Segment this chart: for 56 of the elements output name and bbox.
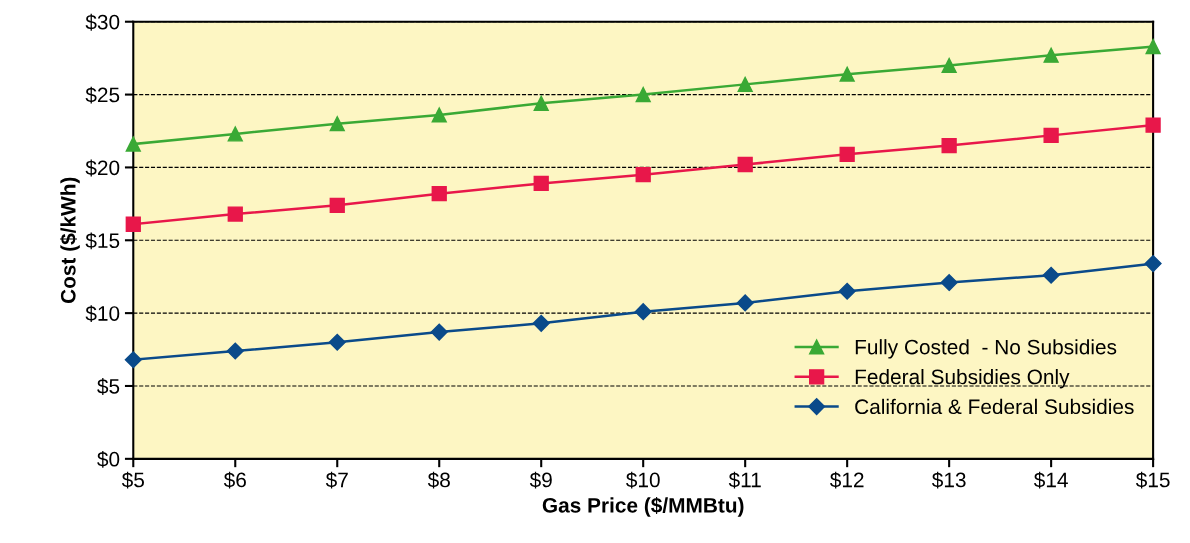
- point: [533, 175, 549, 192]
- point: [125, 136, 141, 152]
- point: [227, 206, 243, 222]
- x-tick-label: $9: [529, 471, 552, 489]
- point: [329, 116, 345, 132]
- y-tick-label: $30: [85, 13, 120, 31]
- point: [940, 273, 958, 292]
- point: [328, 333, 346, 351]
- point: [125, 216, 141, 232]
- point: [226, 342, 244, 360]
- point: [1043, 47, 1059, 63]
- y-tick-label: $5: [97, 378, 120, 395]
- x-tick-label: $10: [626, 471, 660, 489]
- point: [737, 156, 753, 173]
- x-tick-label: $14: [1033, 471, 1068, 489]
- x-tick-label: $6: [223, 471, 246, 489]
- point: [533, 95, 549, 111]
- point: [329, 197, 345, 213]
- y-tick-label: $20: [85, 159, 120, 177]
- y-axis-title: Cost ($/kWh): [59, 177, 80, 304]
- x-tick-label: $11: [728, 471, 761, 489]
- point: [736, 294, 754, 312]
- x-axis-title: Gas Price ($/MMBtu): [542, 497, 744, 517]
- point: [1144, 255, 1162, 273]
- y-tick-label: $15: [85, 232, 120, 250]
- x-tick-label: $15: [1135, 471, 1170, 489]
- point: [431, 186, 447, 202]
- point: [737, 76, 753, 93]
- point: [941, 137, 957, 154]
- x-tick-label: $12: [830, 471, 864, 489]
- point: [1145, 38, 1161, 55]
- point: [635, 167, 651, 183]
- x-tick-label: $5: [121, 471, 144, 489]
- y-tick-label: $25: [85, 86, 120, 104]
- point: [1043, 127, 1059, 144]
- x-tick-label: $8: [427, 471, 450, 489]
- point: [839, 66, 855, 82]
- point: [1042, 266, 1060, 284]
- legend-label: California & Federal Subsidies: [855, 398, 1134, 415]
- point: [431, 107, 447, 123]
- point: [839, 146, 855, 162]
- x-tick-label: $13: [931, 471, 966, 489]
- point: [430, 323, 448, 341]
- y-tick-label: $10: [85, 305, 120, 323]
- legend-label: Fully Costed - No Subsidies: [855, 339, 1117, 359]
- point: [1145, 117, 1161, 133]
- point: [635, 86, 651, 103]
- point: [634, 303, 652, 321]
- legend-label: Federal Subsidies Only: [855, 368, 1070, 389]
- point: [124, 351, 142, 369]
- point: [941, 57, 957, 74]
- y-tick-label: $0: [97, 450, 120, 468]
- x-tick-label: $7: [325, 471, 348, 489]
- point: [838, 282, 856, 300]
- point: [532, 314, 550, 332]
- point: [227, 126, 243, 142]
